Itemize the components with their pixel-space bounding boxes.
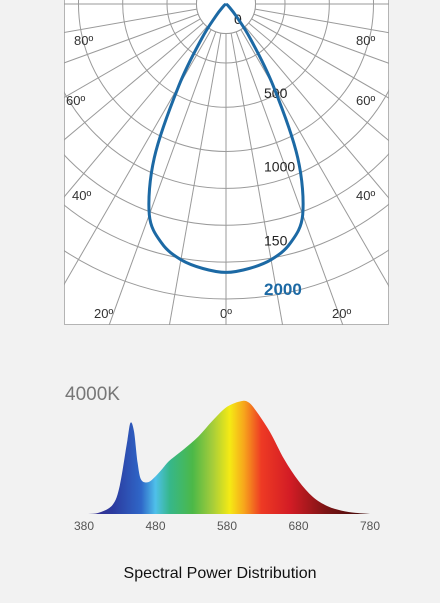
polar-max-label: 2000 — [264, 280, 302, 299]
polar-spoke — [255, 8, 389, 34]
polar-angle-label-right-60: 60º — [356, 93, 375, 108]
spd-x-tick-380: 380 — [74, 519, 94, 533]
polar-spoke — [230, 33, 284, 325]
polar-angle-label-right-80: 80º — [356, 33, 375, 48]
polar-grid — [64, 0, 389, 325]
polar-series — [147, 2, 305, 274]
polar-spoke — [64, 18, 201, 99]
polar-angle-label-center-0: 0º — [220, 306, 232, 321]
polar-angle-label-left-20: 20º — [94, 306, 113, 321]
spd-x-tick-580: 580 — [217, 519, 237, 533]
polar-angle-label-left-40: 40º — [72, 188, 91, 203]
polar-spoke — [235, 31, 344, 325]
polar-spoke — [64, 13, 199, 64]
polar-spoke — [64, 8, 197, 34]
spd-x-ticks: 380 480 580 680 780 — [74, 519, 380, 533]
polar-spoke — [64, 26, 208, 198]
polar-spoke — [248, 22, 389, 142]
spd-x-tick-480: 480 — [145, 519, 165, 533]
polar-spoke — [108, 31, 217, 325]
spd-cct-label: 4000K — [65, 384, 120, 405]
polar-spoke — [253, 13, 389, 64]
polar-angle-label-right-20: 20º — [332, 306, 351, 321]
polar-spoke — [64, 29, 212, 286]
polar-spoke — [244, 26, 389, 200]
spectral-power-distribution-chart: 4000K 380 480 580 680 780 — [65, 384, 380, 533]
polar-angle-label-right-40: 40º — [356, 188, 375, 203]
polar-spoke — [168, 33, 222, 325]
polar-radial-label-1000: 1000 — [264, 159, 295, 175]
polar-series-line-0 — [147, 2, 305, 274]
spd-area — [84, 400, 370, 514]
spd-x-tick-780: 780 — [360, 519, 380, 533]
polar-angle-label-left-80: 80º — [74, 33, 93, 48]
polar-angle-label-left-60: 60º — [66, 93, 85, 108]
spd-caption: Spectral Power Distribution — [123, 565, 317, 582]
spd-x-tick-680: 680 — [288, 519, 308, 533]
polar-spoke — [251, 18, 389, 99]
polar-spoke — [64, 22, 204, 141]
polar-radial-label-1500: 150 — [264, 232, 288, 248]
